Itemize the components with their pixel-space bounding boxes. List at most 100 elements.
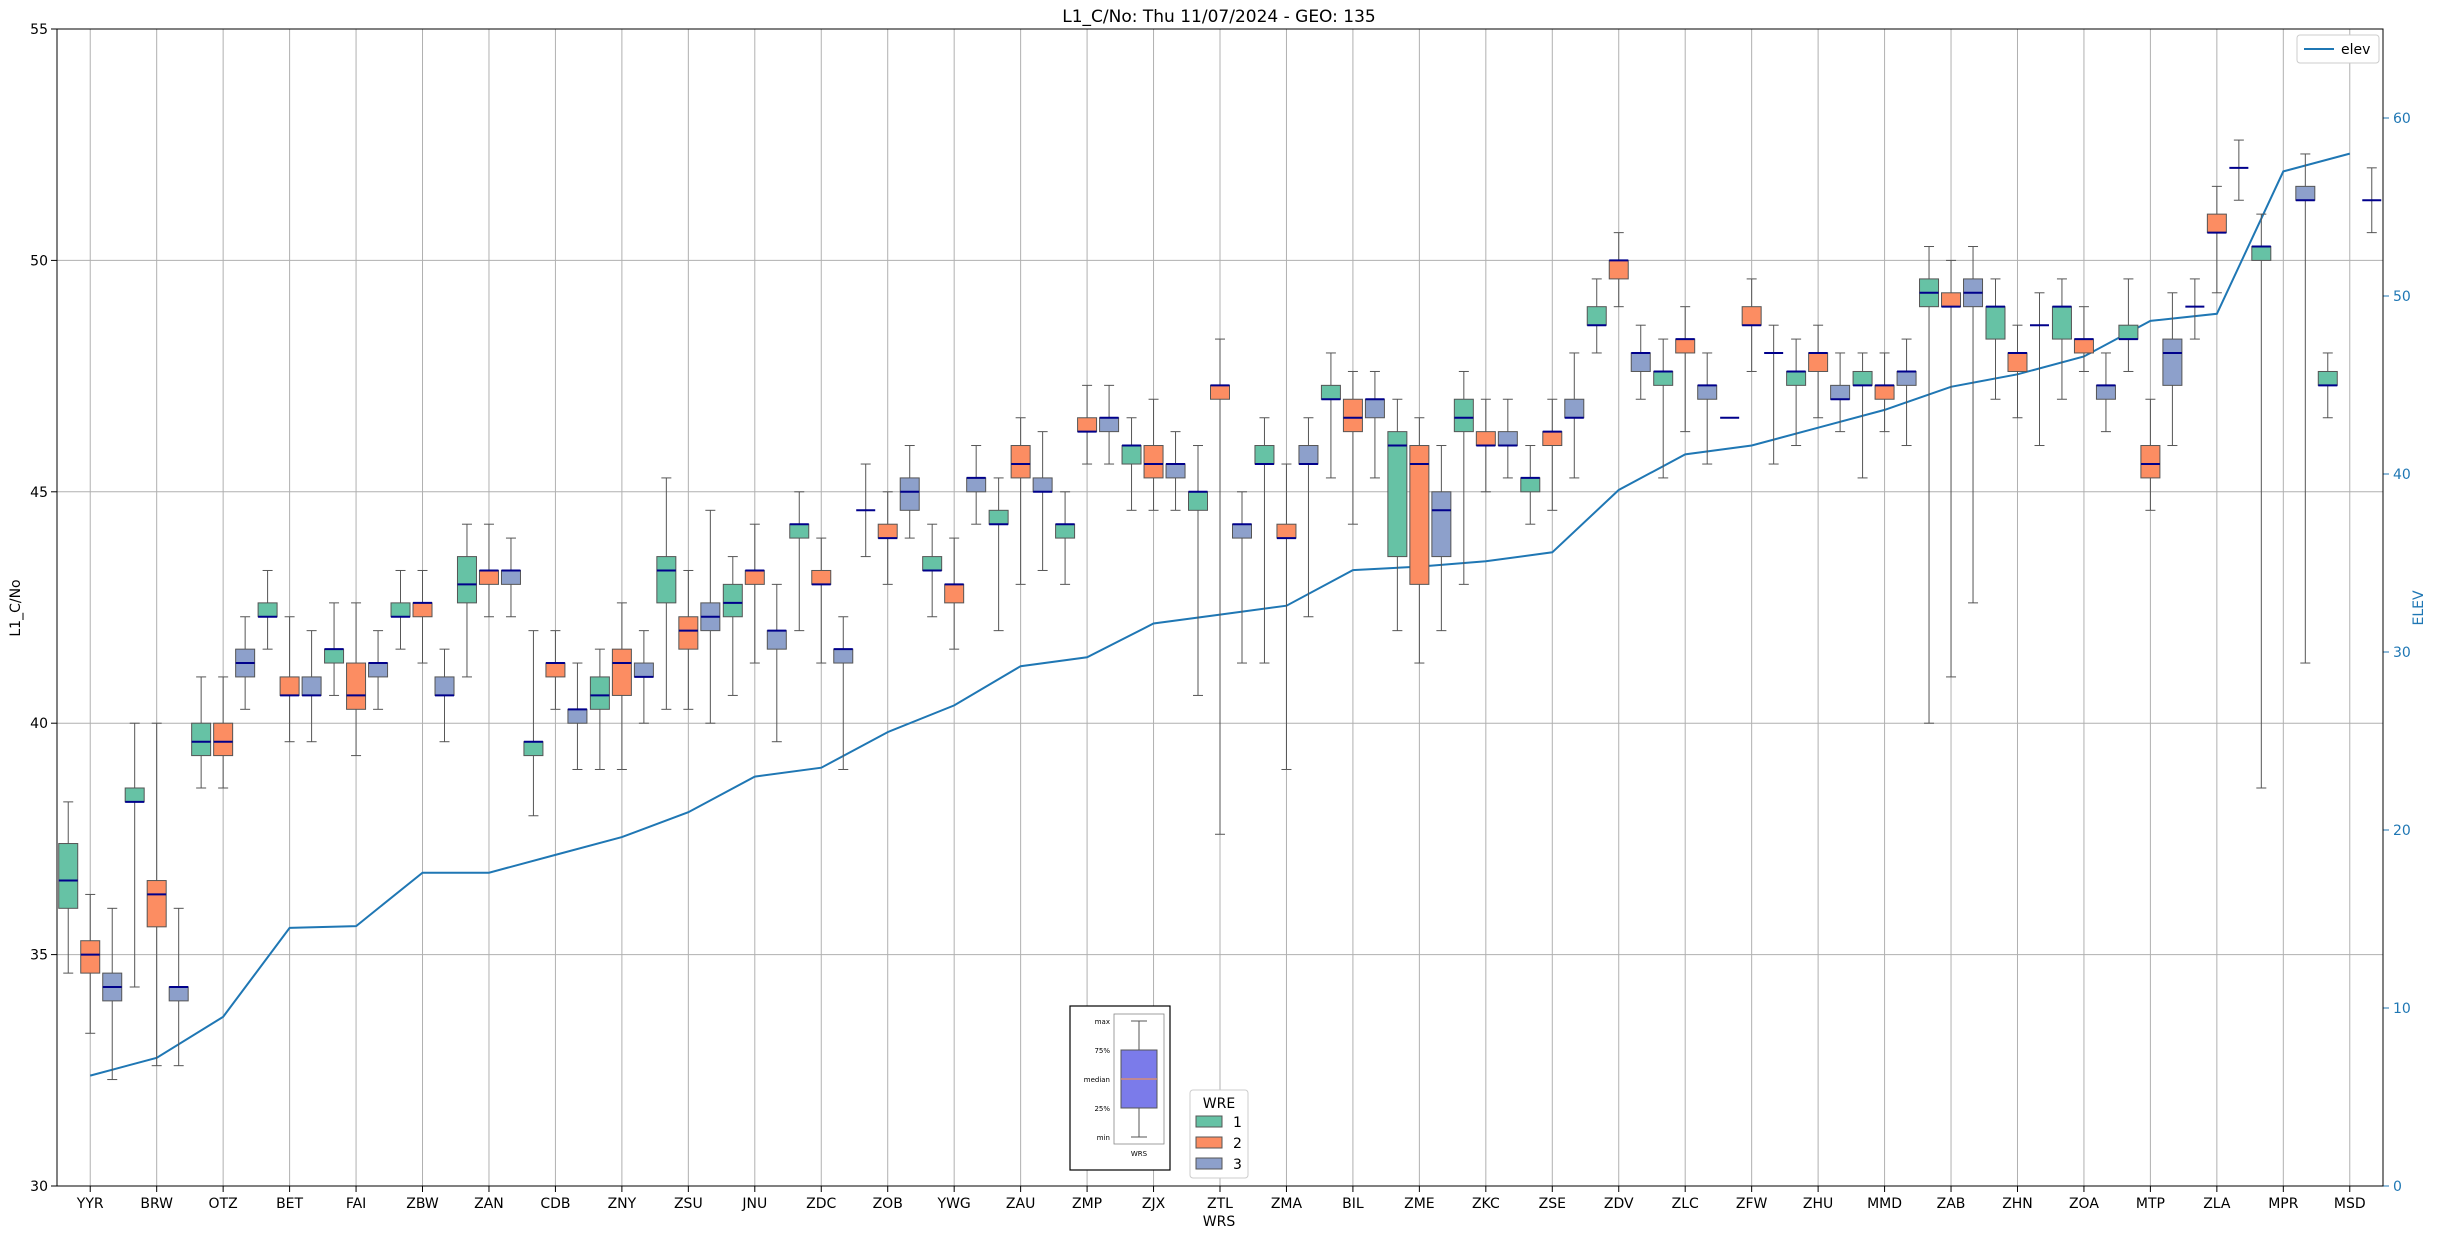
box-iqr (301, 676, 322, 696)
box-iqr (1387, 431, 1408, 558)
box-wre2 (1941, 259, 1962, 678)
box-wre3 (966, 445, 987, 525)
box-wre2 (279, 616, 300, 743)
box-wre2 (611, 602, 632, 770)
wre-legend-label-1: 1 (1233, 1115, 1242, 1131)
box-wre2 (1077, 384, 1098, 465)
box-wre1 (656, 477, 677, 710)
box-iqr (1099, 417, 1120, 433)
box-wre1 (1188, 445, 1208, 696)
box-iqr (1830, 384, 1851, 400)
box-iqr (1786, 370, 1807, 386)
box-wre1 (390, 569, 411, 650)
box-wre2 (1608, 232, 1629, 308)
y-tick-label: 55 (30, 22, 48, 38)
box-iqr (1320, 384, 1341, 400)
box-iqr (434, 676, 455, 696)
box-wre3 (2162, 292, 2183, 447)
box-wre2 (944, 537, 965, 650)
axes: 30 35 40 45 50 55 0 10 20 30 40 50 60 YYR BRW OTZ BET FAI… (30, 22, 2411, 1212)
wre-legend-label-2: 2 (1233, 1136, 1242, 1152)
box-wre2 (412, 569, 433, 664)
box-iqr (1188, 491, 1208, 511)
x-tick-label: ZAN (474, 1196, 504, 1212)
box-iqr (2118, 324, 2139, 340)
box-wre1 (1121, 417, 1142, 511)
box-wre2 (811, 537, 832, 664)
box-iqr (1586, 306, 1607, 326)
box-iqr (1032, 477, 1053, 493)
box-iqr (213, 722, 234, 757)
x-tick-label: ZJX (1142, 1196, 1166, 1212)
box-wre2 (2073, 306, 2094, 372)
x-tick-label: ZMA (1271, 1196, 1303, 1212)
box-iqr (1232, 523, 1252, 539)
box-iqr (1165, 463, 1186, 479)
y-axis-title: L1_C/No (8, 579, 24, 636)
box-iqr (191, 722, 212, 757)
x-tick-label: MSD (2334, 1196, 2366, 1212)
x-tick-label: ZNY (608, 1196, 637, 1212)
elev-legend: elev (2296, 34, 2380, 64)
box-iqr (1941, 292, 1962, 308)
box-wre3 (633, 630, 654, 724)
y-tick-label: 45 (30, 485, 48, 501)
box-iqr (1453, 398, 1474, 433)
box-wre1 (1586, 278, 1607, 354)
x-tick-label: ZOB (873, 1196, 903, 1212)
box-wre3 (899, 445, 920, 539)
box-wre3 (1099, 384, 1120, 465)
box-iqr (324, 648, 345, 664)
box-wre3 (1963, 246, 1984, 604)
box-wre3 (1764, 324, 1784, 465)
box-iqr (124, 787, 145, 803)
plot-frame (56, 28, 2384, 1187)
box-wre2 (1010, 417, 1031, 585)
x-tick-label: ZME (1404, 1196, 1435, 1212)
box-wre2 (1675, 306, 1696, 433)
box-iqr (966, 477, 987, 493)
box-wre3 (434, 648, 455, 743)
box-iqr (2317, 370, 2338, 386)
x-tick-label: ZDV (1604, 1196, 1634, 1212)
box-iqr (523, 741, 544, 757)
box-iqr (1564, 398, 1585, 419)
boxplot-key: max 75% median 25% min WRS (1069, 1005, 1171, 1171)
box-wre1 (1520, 445, 1541, 525)
x-tick-label: ZOA (2069, 1196, 2099, 1212)
box-wre2 (678, 569, 699, 710)
box-wre2 (1342, 370, 1363, 525)
box-wre1 (456, 523, 477, 678)
box-wre3 (168, 907, 189, 1067)
key-label-25: 25% (1094, 1105, 1110, 1113)
box-iqr (2095, 384, 2116, 400)
box-iqr (2162, 338, 2183, 386)
box-iqr (2073, 338, 2094, 354)
box-wre1 (1320, 352, 1341, 479)
box-iqr (1896, 370, 1917, 386)
box-iqr (1985, 306, 2006, 340)
box-wre2 (744, 523, 765, 664)
box-wre1 (257, 569, 278, 650)
box-wre2 (478, 523, 499, 618)
box-iqr (944, 583, 965, 604)
box-wre3 (235, 616, 256, 710)
box-wre1 (1985, 278, 2006, 400)
box-wre3 (1697, 352, 1718, 465)
box-iqr (1298, 445, 1319, 465)
box-wre1 (1653, 338, 1674, 479)
box-wre1 (1254, 417, 1275, 664)
box-wre2 (2007, 324, 2028, 419)
x-tick-label: ZHU (1803, 1196, 1833, 1212)
box-iqr (2251, 246, 2272, 261)
box-iqr (1276, 523, 1297, 539)
box-iqr (678, 616, 699, 650)
box-wre1 (2185, 278, 2205, 340)
box-iqr (589, 676, 610, 710)
x-tick-label: ZMP (1072, 1196, 1102, 1212)
box-iqr (478, 569, 499, 585)
x-tick-label: MTP (2136, 1196, 2165, 1212)
box-iqr (58, 843, 79, 909)
box-iqr (722, 583, 743, 618)
